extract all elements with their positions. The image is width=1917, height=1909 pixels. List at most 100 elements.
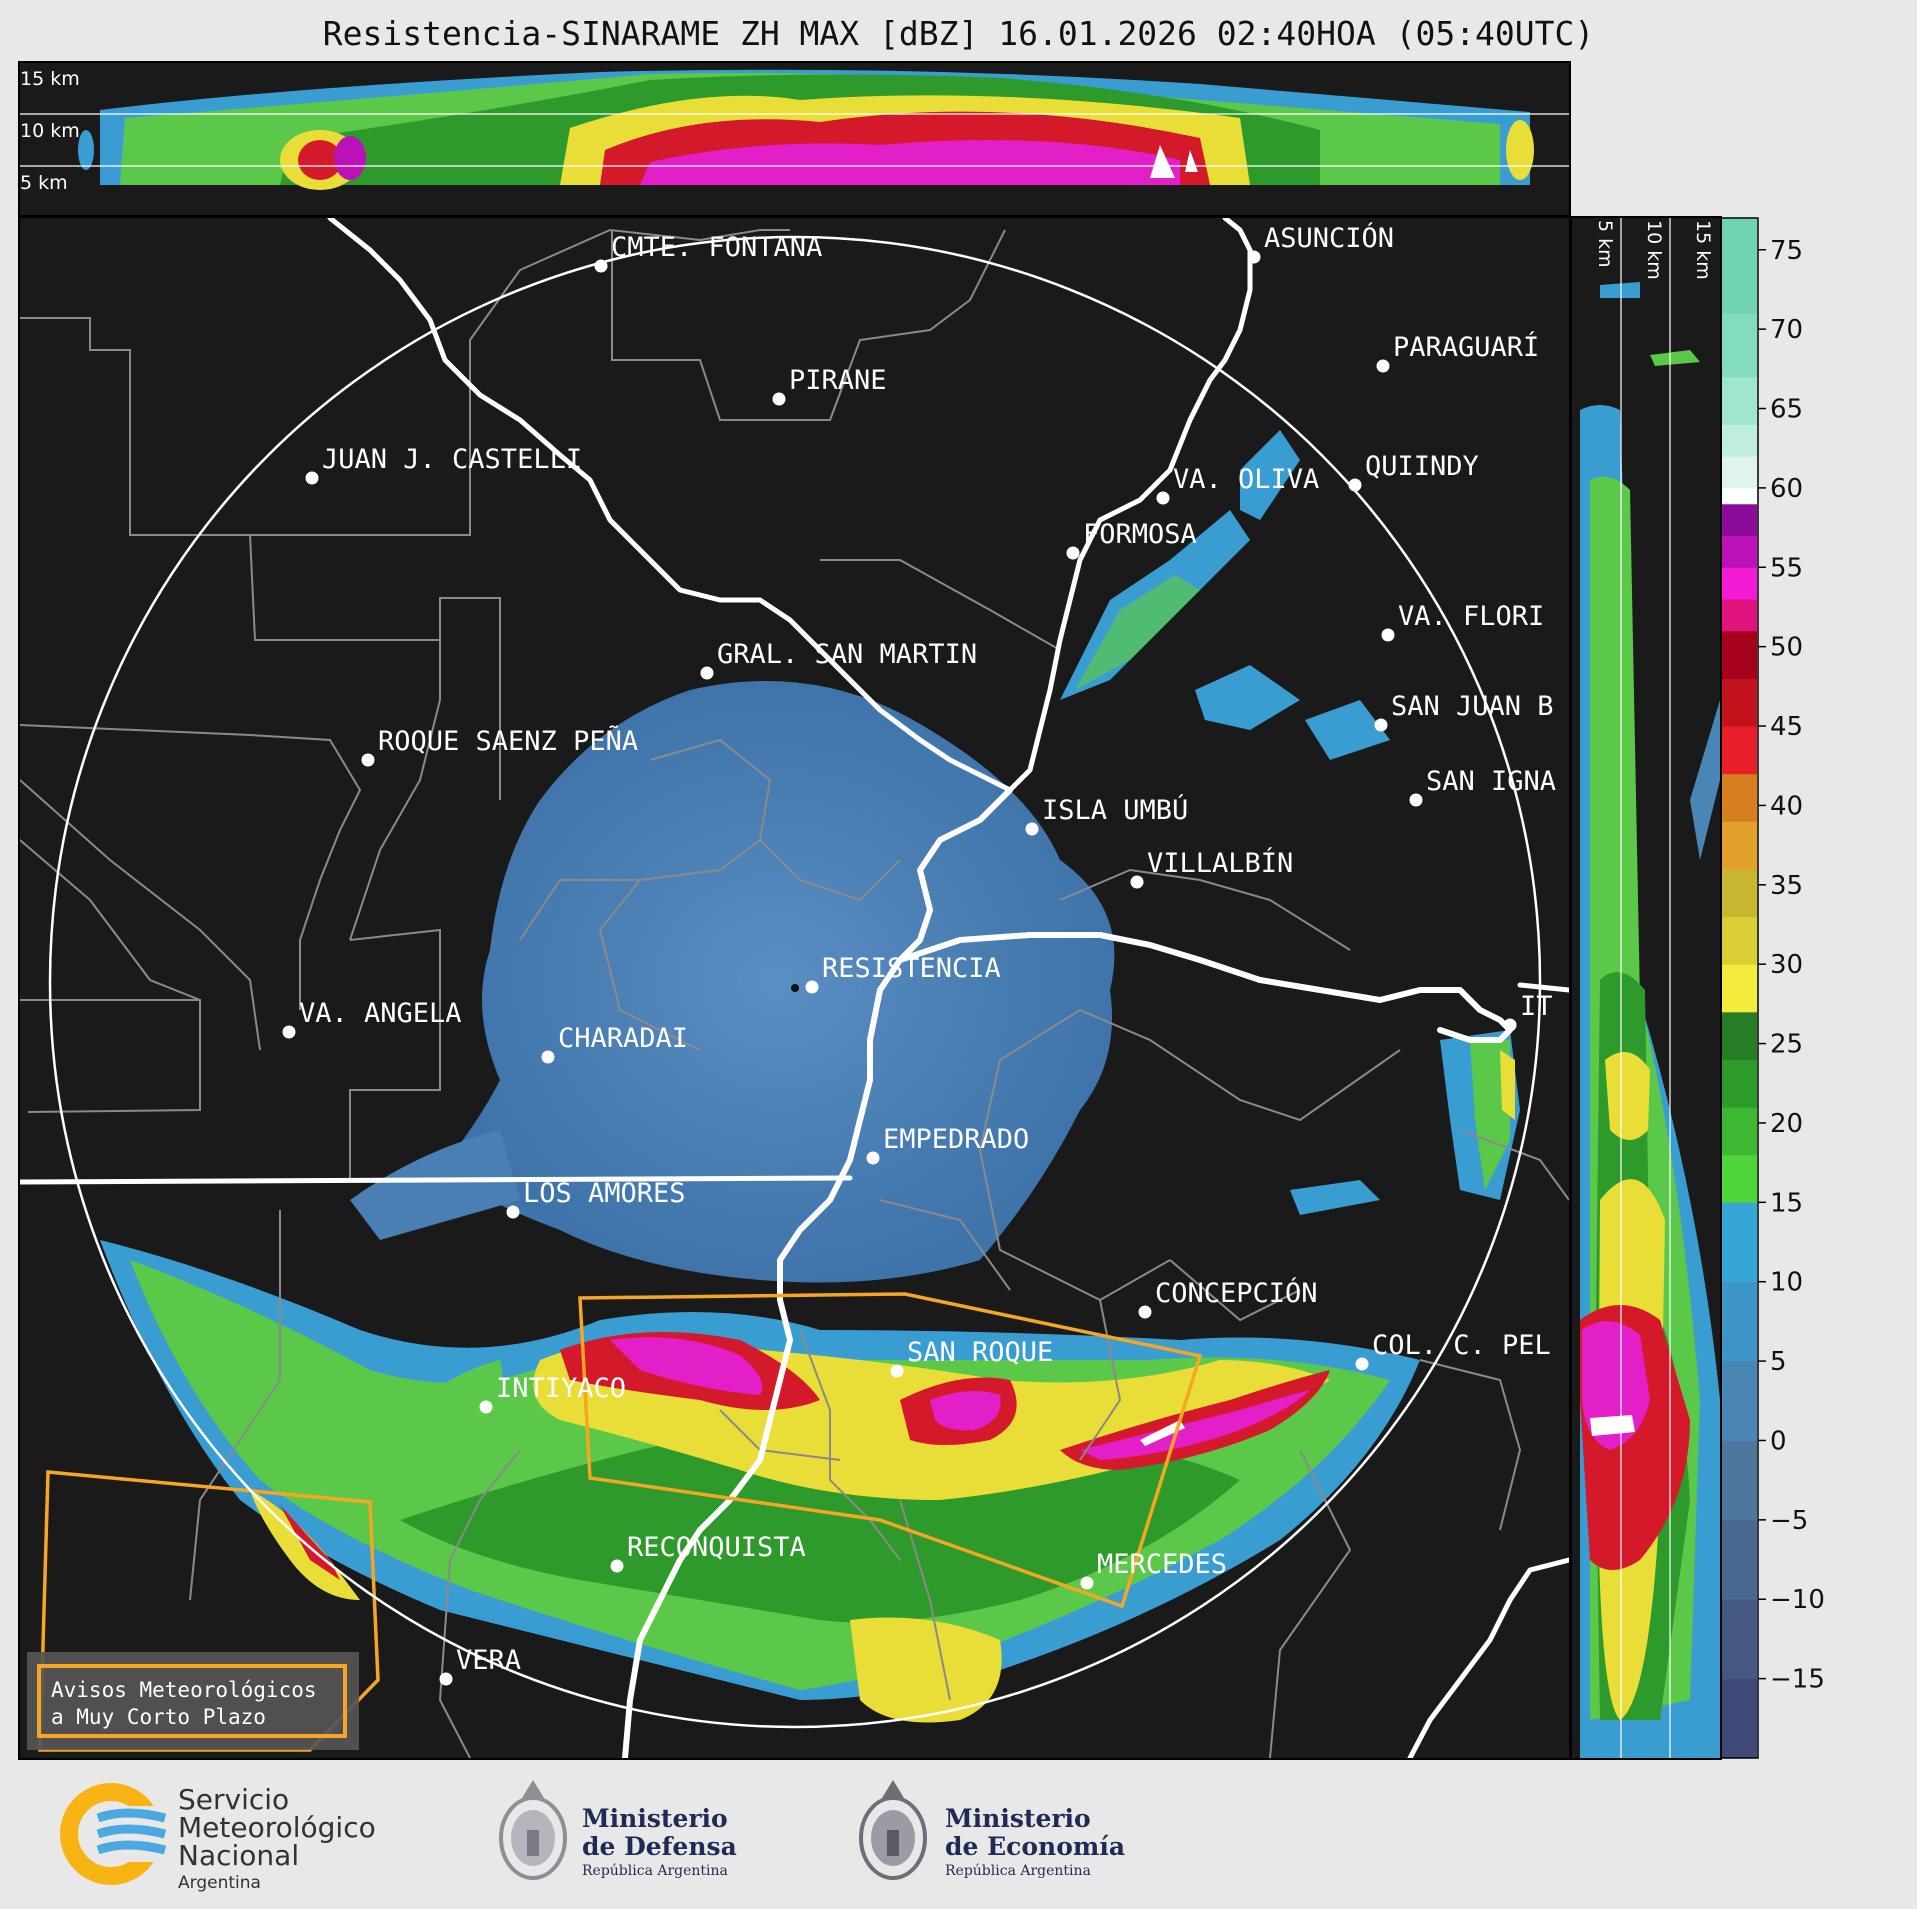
- city-label: VA. FLORI: [1398, 601, 1544, 632]
- city-label: VA. OLIVA: [1173, 464, 1319, 495]
- city-label: VILLALBÍN: [1147, 847, 1293, 879]
- city-dot-icon: [506, 1205, 520, 1219]
- colorbar-tick-label: 30: [1770, 950, 1803, 980]
- city-dot-icon: [1025, 822, 1039, 836]
- city-label: SAN IGNA: [1426, 766, 1556, 797]
- colorbar-tick-label: 25: [1770, 1030, 1803, 1060]
- smn-line2: Meteorológico: [178, 1811, 376, 1844]
- city-dot-icon: [1066, 546, 1080, 560]
- clear-air-echo: [440, 681, 1115, 1283]
- economia-line2: de Economía: [945, 1832, 1126, 1861]
- side-height-5km: 5 km: [1594, 220, 1616, 268]
- colorbar-band: [1722, 1107, 1757, 1156]
- side-height-15km: 15 km: [1692, 220, 1714, 280]
- city-label: SAN JUAN B: [1391, 691, 1554, 722]
- top-height-15km: 15 km: [20, 68, 80, 90]
- colorbar-band: [1722, 1011, 1757, 1060]
- city-dot-icon: [1503, 1018, 1517, 1032]
- city-dot-icon: [1355, 1357, 1369, 1371]
- city-label: FORMOSA: [1083, 519, 1197, 550]
- colorbar-band: [1722, 1154, 1757, 1203]
- alert-legend-box: Avisos Meteorológicos a Muy Corto Plazo: [27, 1652, 359, 1750]
- colorbar-band: [1722, 630, 1757, 679]
- city-label: MERCEDES: [1097, 1549, 1227, 1580]
- colorbar-tick-label: 15: [1770, 1188, 1803, 1218]
- colorbar-band: [1722, 964, 1757, 1013]
- city-label: ASUNCIÓN: [1264, 222, 1394, 254]
- colorbar-tick-label: 70: [1770, 315, 1803, 345]
- city-dot-icon: [541, 1050, 555, 1064]
- city-label: GRAL. SAN MARTIN: [717, 639, 977, 670]
- city-dot-icon: [1409, 793, 1423, 807]
- defensa-line1: Ministerio: [582, 1804, 728, 1833]
- admin-boundaries: [20, 228, 1569, 1758]
- smn-line1: Servicio: [178, 1783, 290, 1816]
- city-dot-icon: [1381, 628, 1395, 642]
- city-dot-icon: [1247, 250, 1261, 264]
- city-dot-icon: [305, 471, 319, 485]
- city-dot-icon: [1348, 478, 1362, 492]
- colorbar-band: [1722, 1202, 1757, 1283]
- colorbar-tick-label: 60: [1770, 474, 1803, 504]
- colorbar-band: [1722, 567, 1757, 600]
- defensa-seal-icon: [499, 1780, 567, 1880]
- city-label: EMPEDRADO: [883, 1124, 1029, 1155]
- colorbar-band: [1722, 535, 1757, 568]
- colorbar-band: [1722, 1361, 1757, 1441]
- colorbar-tick-label: −10: [1770, 1585, 1825, 1615]
- colorbar-band: [1722, 376, 1757, 425]
- colorbar-tick-label: 10: [1770, 1268, 1803, 1298]
- city-dot-icon: [1376, 359, 1390, 373]
- colorbar-tick-label: 45: [1770, 712, 1803, 742]
- range-ring: [48, 235, 1542, 1729]
- smn-country: Argentina: [178, 1873, 261, 1893]
- side-height-10km: 10 km: [1643, 220, 1665, 280]
- economia-line3: República Argentina: [945, 1863, 1091, 1879]
- radar-site-icon: [791, 984, 799, 992]
- city-label: CMTE. FONTANA: [611, 232, 822, 263]
- colorbar-tick-label: 0: [1770, 1426, 1787, 1456]
- city-dot-icon: [594, 259, 608, 273]
- city-dot-icon: [610, 1559, 624, 1573]
- alert-legend-line2: a Muy Corto Plazo: [51, 1705, 266, 1729]
- city-dot-icon: [805, 980, 819, 994]
- city-label: INTIYACO: [496, 1373, 626, 1404]
- city-dot-icon: [1374, 718, 1388, 732]
- radar-map: CMTE. FONTANA ASUNCIÓN PARAGUARÍ PIRANE JUAN…: [18, 216, 1571, 1760]
- city-label: SAN ROQUE: [907, 1337, 1053, 1368]
- colorbar-band: [1722, 1599, 1757, 1680]
- colorbar-band: [1722, 1519, 1757, 1600]
- page-title: Resistencia-SINARAME ZH MAX [dBZ] 16.01.…: [322, 14, 1595, 53]
- city-label: JUAN J. CASTELLI: [322, 444, 582, 475]
- colorbar-tick-label: 35: [1770, 871, 1803, 901]
- top-height-5km: 5 km: [20, 172, 68, 194]
- top-height-profile: 15 km 10 km 5 km: [18, 61, 1571, 217]
- smn-logo-icon: [60, 1783, 167, 1885]
- colorbar-band: [1722, 456, 1757, 489]
- colorbar-band: [1722, 218, 1757, 314]
- defensa-line2: de Defensa: [582, 1832, 737, 1861]
- colorbar-tick-label: 75: [1770, 236, 1803, 266]
- smn-line3: Nacional: [178, 1839, 300, 1872]
- colorbar-bands: [1722, 218, 1757, 1759]
- city-label: ISLA UMBÚ: [1042, 794, 1188, 826]
- city-dot-icon: [1080, 1576, 1094, 1590]
- city-dot-icon: [700, 666, 714, 680]
- alert-legend-line1: Avisos Meteorológicos: [51, 1678, 317, 1702]
- colorbar-band: [1722, 424, 1757, 457]
- colorbar-tick-label: −5: [1770, 1506, 1808, 1536]
- city-dot-icon: [361, 753, 375, 767]
- city-label: VERA: [456, 1645, 521, 1676]
- colorbar-band: [1722, 726, 1757, 775]
- city-label: CONCEPCIÓN: [1155, 1277, 1318, 1309]
- colorbar-band: [1722, 916, 1757, 965]
- colorbar-band: [1722, 1678, 1757, 1759]
- city-label: ROQUE SAENZ PEÑA: [378, 725, 638, 757]
- colorbar-tick-label: 55: [1770, 553, 1803, 583]
- defensa-line3: República Argentina: [582, 1863, 728, 1879]
- city-dot-icon: [479, 1400, 493, 1414]
- city-label: RECONQUISTA: [627, 1532, 806, 1563]
- city-dot-icon: [866, 1151, 880, 1165]
